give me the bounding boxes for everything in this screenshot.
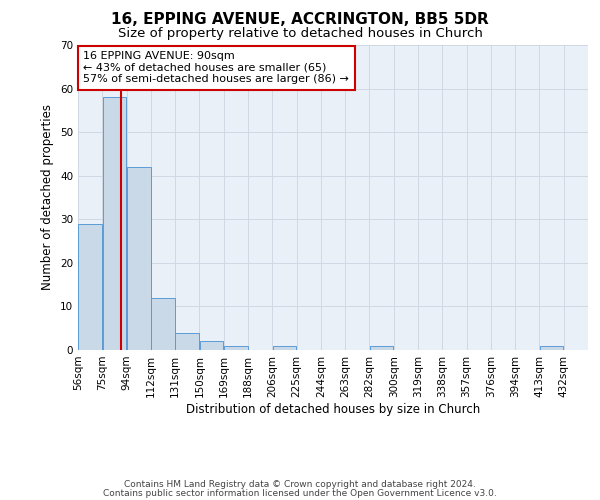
Text: Size of property relative to detached houses in Church: Size of property relative to detached ho… [118,28,482,40]
Bar [78,224,102,350]
Text: 16 EPPING AVENUE: 90sqm
← 43% of detached houses are smaller (65)
57% of semi-de: 16 EPPING AVENUE: 90sqm ← 43% of detache… [83,51,349,84]
Bar [539,346,563,350]
Text: Contains public sector information licensed under the Open Government Licence v3: Contains public sector information licen… [103,488,497,498]
Bar [200,342,223,350]
Bar [224,346,248,350]
X-axis label: Distribution of detached houses by size in Church: Distribution of detached houses by size … [186,402,480,415]
Text: 16, EPPING AVENUE, ACCRINGTON, BB5 5DR: 16, EPPING AVENUE, ACCRINGTON, BB5 5DR [111,12,489,28]
Text: Contains HM Land Registry data © Crown copyright and database right 2024.: Contains HM Land Registry data © Crown c… [124,480,476,489]
Y-axis label: Number of detached properties: Number of detached properties [41,104,55,290]
Bar [127,167,151,350]
Bar [370,346,394,350]
Bar [103,98,127,350]
Bar [272,346,296,350]
Bar [151,298,175,350]
Bar [175,332,199,350]
